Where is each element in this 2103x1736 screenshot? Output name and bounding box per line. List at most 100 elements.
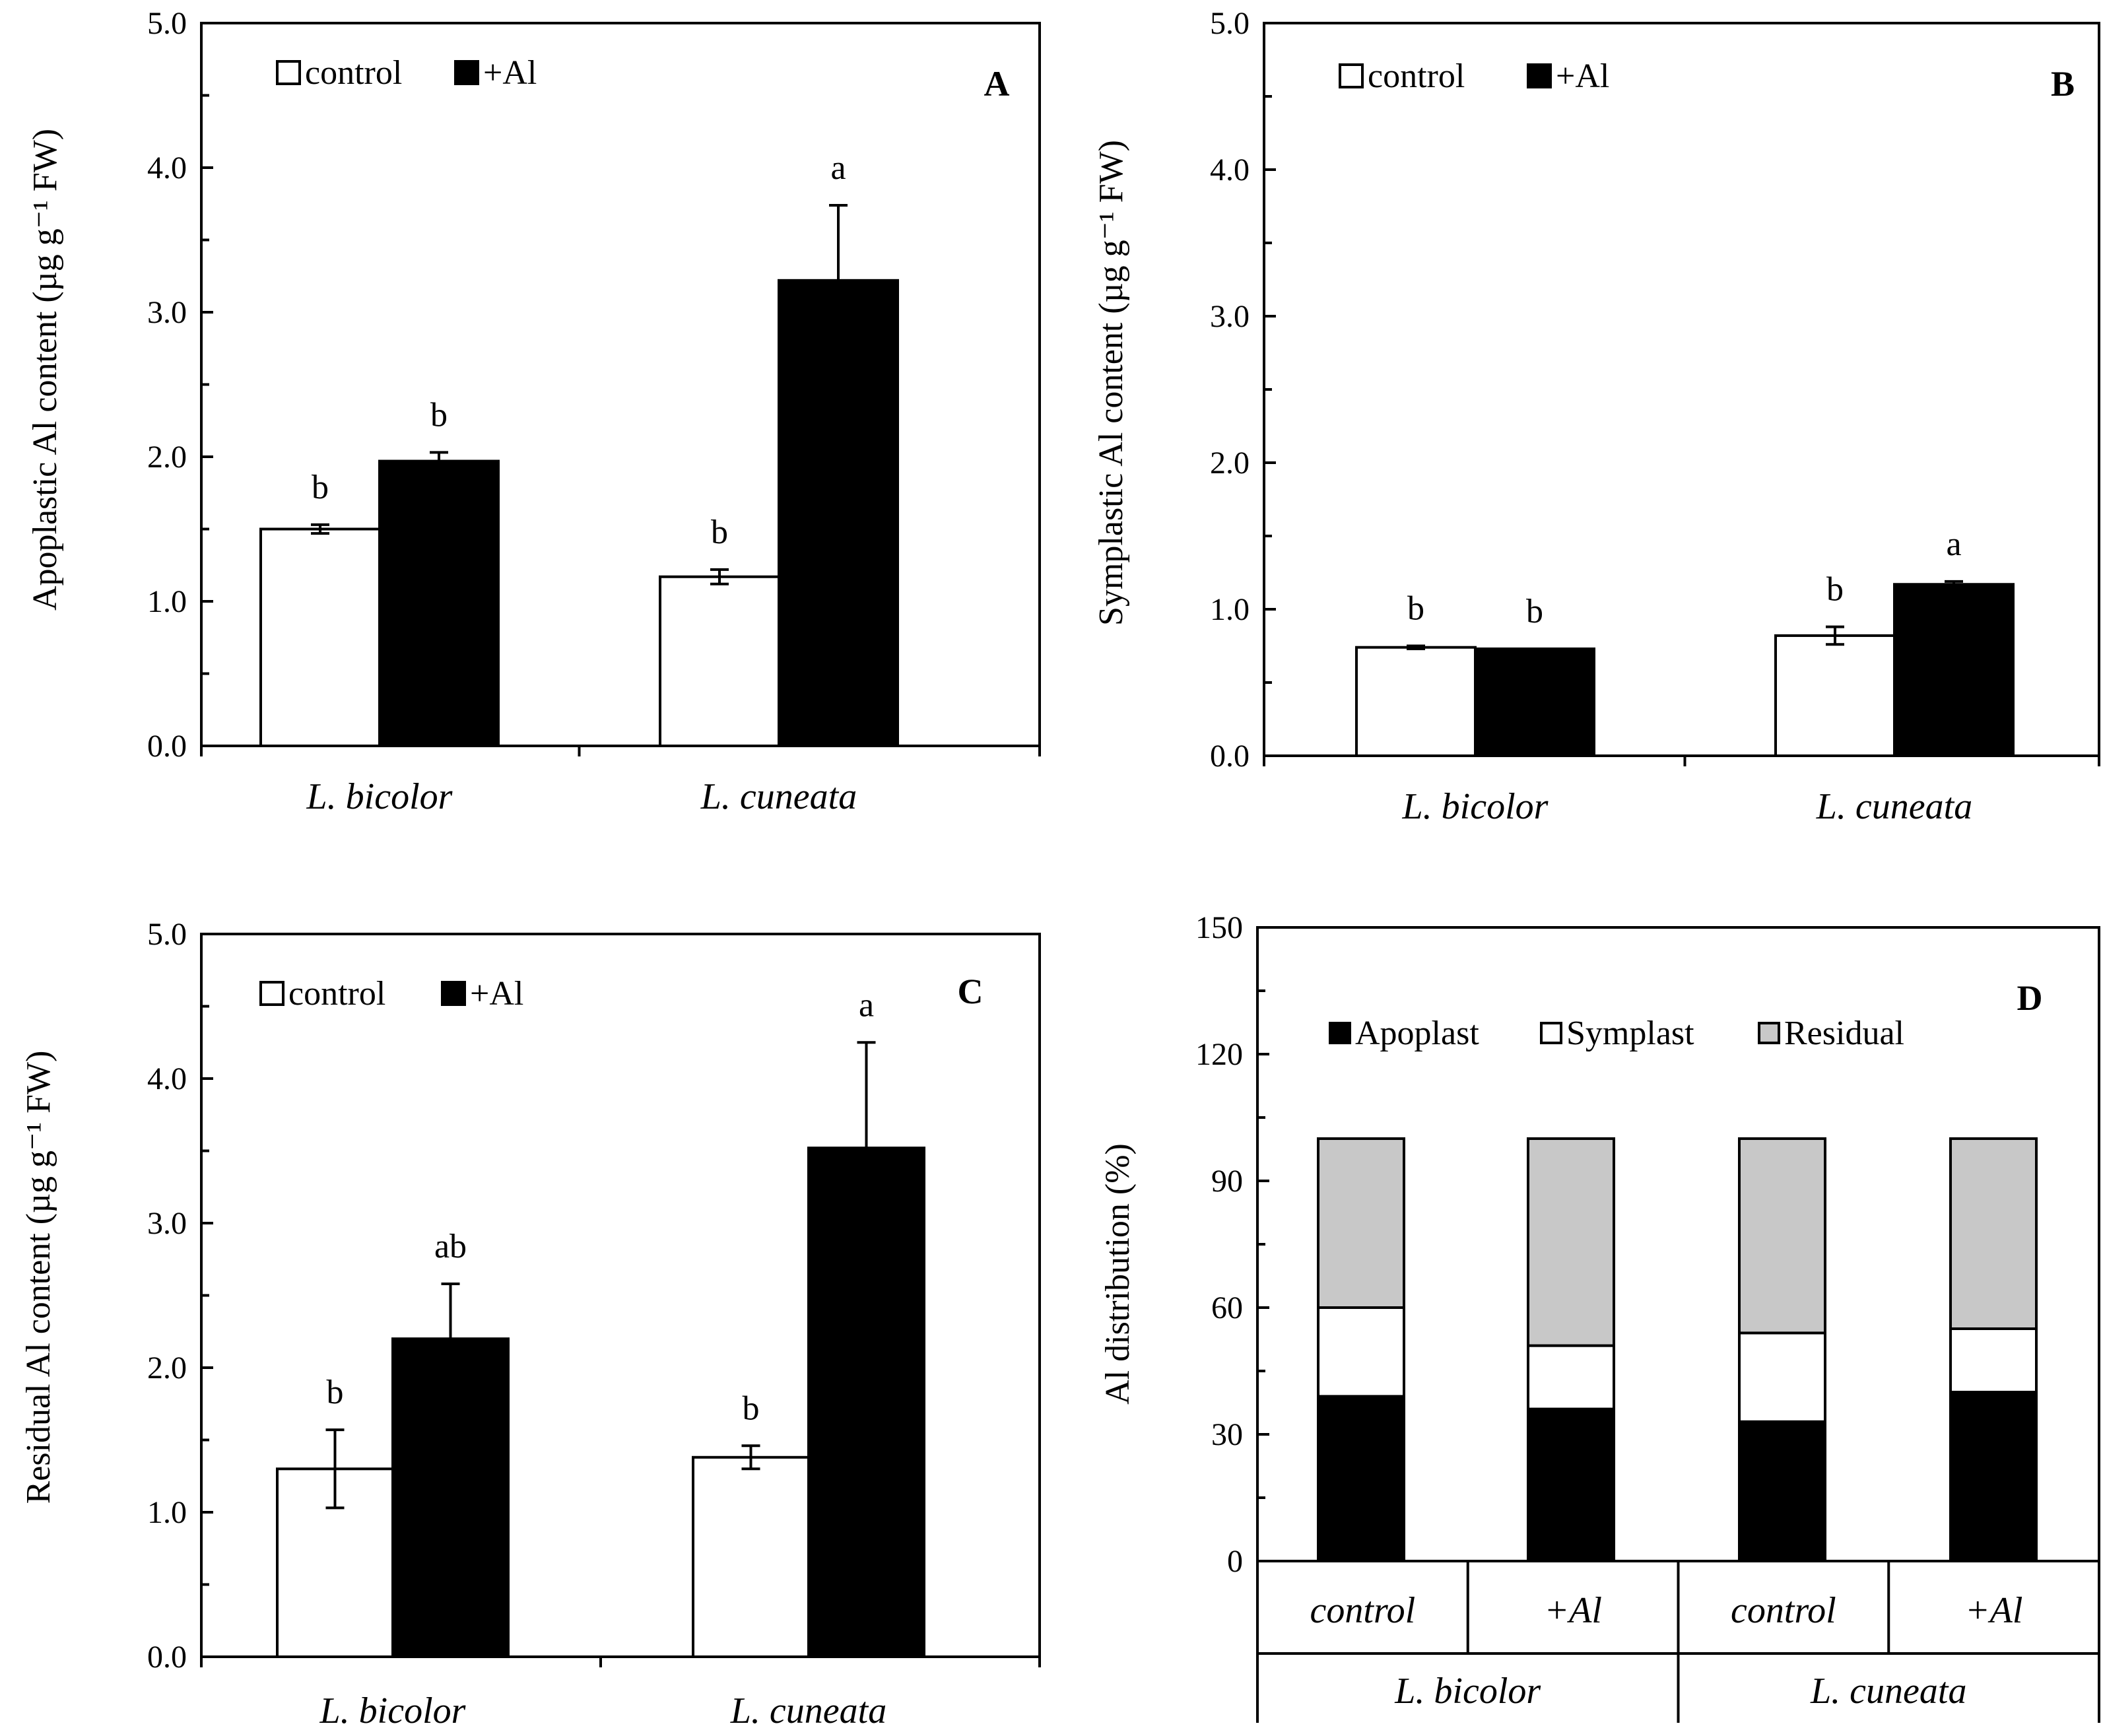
panel-a-y-tick-label: 0.0 xyxy=(147,729,187,764)
panel-b-legend-swatch-control xyxy=(1339,63,1364,88)
panel-d-bar-segment-residual xyxy=(1738,1137,1826,1335)
panel-c-category-label: L. bicolor xyxy=(319,1690,466,1731)
panel-d-y-tick-label: 0 xyxy=(1227,1544,1243,1579)
panel-d-bar-segment-apoplast xyxy=(1949,1391,2038,1562)
panel-a-bar-control xyxy=(659,575,780,748)
panel-d-legend-label-symplast: Symplast xyxy=(1566,1015,1694,1052)
panel-b-category-label: L. bicolor xyxy=(1402,786,1549,827)
panel-d-y-tick-label: 90 xyxy=(1211,1164,1243,1199)
panel-d-y-tick-label: 120 xyxy=(1195,1037,1243,1072)
panel-c-bar-control xyxy=(692,1455,810,1659)
panel-d-treatment-label: control xyxy=(1731,1590,1836,1631)
panel-a-y-tick-label: 4.0 xyxy=(147,150,187,185)
panel-d-bar-segment-apoplast xyxy=(1317,1395,1405,1562)
panel-a-chart: Apoplastic Al content (µg g⁻¹ FW) A 0.0 1… xyxy=(26,6,1041,817)
panel-a-significance-letter: b xyxy=(312,469,329,506)
panel-c-y-tick-label: 1.0 xyxy=(147,1495,187,1530)
panel-b-y-tick-label: 2.0 xyxy=(1210,446,1250,481)
panel-b-bar-al xyxy=(1474,647,1595,757)
panel-b-letter: B xyxy=(2051,64,2075,104)
panel-d-species-label: L. bicolor xyxy=(1394,1671,1541,1712)
panel-c-significance-letter: b xyxy=(743,1389,760,1427)
panel-b-significance-letter: b xyxy=(1407,590,1424,628)
panel-a-y-tick-label: 2.0 xyxy=(147,440,187,475)
panel-b-legend-label-control: control xyxy=(1368,57,1465,95)
panel-d-y-tick-label: 60 xyxy=(1211,1290,1243,1325)
panel-b-category-label: L. cuneata xyxy=(1816,786,1972,827)
panel-d-y-axis-title: Al distribution (%) xyxy=(1099,1143,1137,1405)
panel-c-significance-letter: a xyxy=(859,986,874,1024)
panel-b-significance-letter: b xyxy=(1526,593,1543,630)
panel-c-y-tick-label: 2.0 xyxy=(147,1351,187,1385)
panel-a-bar-al xyxy=(778,279,899,747)
panel-d-legend-label-residual: Residual xyxy=(1784,1015,1904,1052)
panel-a-y-tick-label: 5.0 xyxy=(147,6,187,41)
panel-d-legend-swatch-symplast xyxy=(1540,1022,1562,1044)
panel-b-significance-letter: a xyxy=(1946,525,1961,563)
panel-a-legend-label-al: +Al xyxy=(483,54,537,92)
panel-b-y-tick-label: 4.0 xyxy=(1210,152,1250,187)
panel-b-y-tick-label: 1.0 xyxy=(1210,592,1250,627)
panel-a-significance-letter: a xyxy=(830,149,846,187)
panel-d-bar-segment-symplast xyxy=(1527,1344,1615,1411)
panel-b-y-tick-label: 0.0 xyxy=(1210,739,1250,774)
panel-a-y-tick-label: 3.0 xyxy=(147,295,187,330)
panel-a-letter: A xyxy=(984,64,1010,104)
panel-d-letter: D xyxy=(2017,978,2043,1018)
panel-a-y-tick-label: 1.0 xyxy=(147,584,187,619)
panel-a-category-label: L. cuneata xyxy=(700,776,857,817)
panel-d-bar-segment-symplast xyxy=(1949,1327,2038,1393)
panel-b-bar-control xyxy=(1355,646,1477,757)
panel-b-bar-control xyxy=(1774,634,1896,758)
panel-d-chart: Al distribution (%) D 0 30 60 90 120 150 contr… xyxy=(1099,910,2100,1723)
panel-d-bar-segment-symplast xyxy=(1738,1331,1826,1423)
panel-b-legend-label-al: +Al xyxy=(1556,57,1609,95)
panel-b-bar-al xyxy=(1893,583,2015,757)
panel-a-y-axis-title: Apoplastic Al content (µg g⁻¹ FW) xyxy=(26,129,64,611)
panel-c-legend-label-al: +Al xyxy=(470,975,523,1013)
panel-d-bar-segment-residual xyxy=(1527,1137,1615,1347)
panel-c-legend-swatch-al xyxy=(441,981,466,1006)
panel-c-y-tick-label: 4.0 xyxy=(147,1061,187,1096)
panel-c-letter: C xyxy=(958,972,984,1011)
panel-d-legend-swatch-residual xyxy=(1758,1022,1780,1044)
panel-c-significance-letter: b xyxy=(327,1374,344,1411)
panel-d-treatment-label: control xyxy=(1310,1590,1416,1631)
panel-d-species-label: L. cuneata xyxy=(1810,1671,1966,1712)
panel-d-bar-segment-apoplast xyxy=(1738,1420,1826,1563)
panel-d-treatment-label: +Al xyxy=(1965,1590,2023,1631)
panel-b-y-tick-label: 3.0 xyxy=(1210,299,1250,334)
panel-c-chart: Residual Al content (µg g⁻¹ FW) C 0.0 1.0… xyxy=(20,917,1041,1731)
panel-a-bar-control xyxy=(259,527,381,747)
panel-b-chart: Symplastic Al content (µg g⁻¹ FW) B 0.0 1… xyxy=(1092,6,2100,827)
panel-d-bar-segment-symplast xyxy=(1317,1306,1405,1398)
panel-a-legend-label-control: control xyxy=(305,54,402,92)
panel-d-treatment-label: +Al xyxy=(1544,1590,1602,1631)
panel-a-significance-letter: b xyxy=(711,514,728,551)
panel-d-bar-segment-residual xyxy=(1949,1137,2038,1330)
panel-c-y-tick-label: 3.0 xyxy=(147,1206,187,1241)
panel-a-significance-letter: b xyxy=(430,396,448,434)
panel-c-y-axis-title: Residual Al content (µg g⁻¹ FW) xyxy=(20,1051,57,1504)
panel-a-legend-swatch-control xyxy=(276,60,301,85)
panel-b-y-axis-title: Symplastic Al content (µg g⁻¹ FW) xyxy=(1092,140,1130,626)
panel-a-bar-al xyxy=(378,459,500,747)
panel-a-category-label: L. bicolor xyxy=(306,776,453,817)
panel-d-legend-swatch-apoplast xyxy=(1329,1022,1351,1044)
panel-d-y-tick-label: 150 xyxy=(1195,910,1243,945)
panel-c-category-label: L. cuneata xyxy=(730,1690,886,1731)
panel-a-legend-swatch-al xyxy=(454,60,479,85)
panel-c-significance-letter: ab xyxy=(434,1228,467,1265)
panel-d-y-tick-label: 30 xyxy=(1211,1417,1243,1452)
panel-c-legend-swatch-control xyxy=(259,981,284,1006)
panel-b-significance-letter: b xyxy=(1826,571,1844,609)
panel-c-y-tick-label: 5.0 xyxy=(147,917,187,952)
panel-c-y-tick-label: 0.0 xyxy=(147,1640,187,1675)
panel-d-legend-label-apoplast: Apoplast xyxy=(1355,1015,1479,1052)
panel-d-bar-segment-apoplast xyxy=(1527,1407,1615,1563)
panel-d-bar-segment-residual xyxy=(1317,1137,1405,1309)
panel-b-y-tick-label: 5.0 xyxy=(1210,6,1250,41)
panel-c-legend-label-control: control xyxy=(288,975,385,1013)
panel-b-legend-swatch-al xyxy=(1527,63,1552,88)
